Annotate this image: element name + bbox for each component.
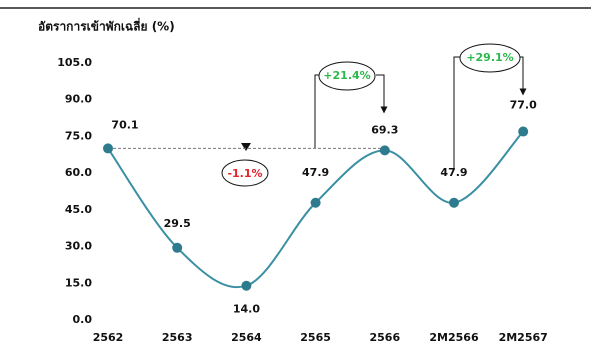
x-tick-label: 2563 xyxy=(162,331,193,344)
value-label: 29.5 xyxy=(164,217,191,230)
x-tick-label: 2M2566 xyxy=(429,331,479,344)
y-tick-label: 60.0 xyxy=(65,166,92,179)
point xyxy=(103,143,113,154)
value-label: 69.3 xyxy=(371,123,398,136)
triangle-marker xyxy=(241,143,251,151)
y-tick-label: 90.0 xyxy=(65,93,92,106)
line-series xyxy=(107,130,524,289)
y-tick-label: 30.0 xyxy=(65,240,92,253)
value-label: 47.9 xyxy=(440,166,467,179)
point xyxy=(172,242,183,253)
y-tick-label: 45.0 xyxy=(65,203,92,216)
value-label: 47.9 xyxy=(302,166,329,179)
value-label: 77.0 xyxy=(510,99,537,112)
point xyxy=(518,126,529,137)
y-tick-label: 15.0 xyxy=(65,276,92,289)
annotation: +29.1% xyxy=(466,51,513,64)
point xyxy=(379,145,390,156)
chart-title: อัตราการเข้าพักเฉลี่ย (%) xyxy=(38,18,175,34)
annotation-ellipse xyxy=(221,159,269,187)
x-tick-label: 2M2567 xyxy=(499,331,548,344)
annotation: -1.1% xyxy=(227,167,262,180)
annotation-ellipse xyxy=(318,61,376,91)
point xyxy=(449,197,459,208)
x-tick-label: 2564 xyxy=(231,331,262,344)
y-tick-label: 75.0 xyxy=(65,129,92,142)
point xyxy=(241,280,252,291)
value-label: 14.0 xyxy=(233,303,260,316)
bracket xyxy=(453,56,460,168)
annotation: +21.4% xyxy=(323,69,370,82)
y-tick-label: 105.0 xyxy=(57,56,92,69)
bracket xyxy=(314,74,320,148)
annotation-ellipse xyxy=(459,43,521,73)
x-tick-label: 2566 xyxy=(369,331,400,344)
x-tick-label: 2562 xyxy=(93,331,124,344)
y-tick-label: 0.0 xyxy=(73,313,93,326)
value-label: 70.1 xyxy=(111,118,138,131)
point xyxy=(310,197,321,208)
bracket xyxy=(376,74,388,114)
x-tick-label: 2565 xyxy=(300,331,331,344)
bracket xyxy=(519,56,527,96)
